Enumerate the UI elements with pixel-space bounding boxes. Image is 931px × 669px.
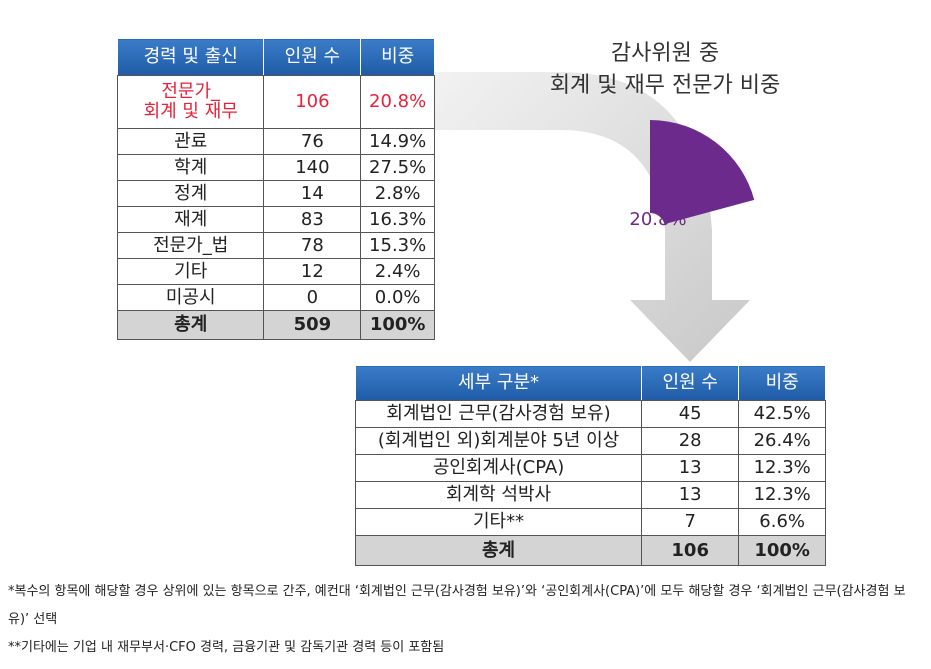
cell: 6.6% [738, 508, 826, 536]
cell: 회계학 석박사 [354, 481, 643, 509]
header-cell: 세부 구분* [354, 365, 643, 401]
header-cell: 경력 및 출신 [116, 38, 265, 76]
cell: (회계법인 외)회계분야 5년 이상 [354, 427, 643, 455]
row: 학계 140 27.5% [116, 154, 435, 181]
row: (회계법인 외)회계분야 5년 이상 28 26.4% [354, 427, 826, 455]
footnote: *복수의 항목에 해당할 경우 상위에 있는 항목으로 간주, 예컨대 ‘회계법… [8, 584, 906, 627]
subtitle: 회계 및 재무 전문가 비중 [549, 73, 781, 98]
total-cell: 100% [738, 535, 826, 566]
cell: 13 [641, 454, 740, 482]
cell: 45 [641, 400, 740, 428]
cell: 13 [641, 481, 740, 509]
row: 전문가_법 78 15.3% [116, 232, 435, 259]
cell: 학계 [116, 154, 265, 181]
cell: 정계 [116, 180, 265, 207]
cell: 140 [263, 154, 362, 181]
footnotes: *복수의 항목에 해당할 경우 상위에 있는 항목으로 간주, 예컨대 ‘회계법… [8, 578, 923, 662]
cell: 42.5% [738, 400, 826, 428]
row: 기타 12 2.4% [116, 258, 435, 285]
cell: 12 [263, 258, 362, 285]
row: 기타** 7 6.6% [354, 508, 826, 536]
cell: 14 [263, 180, 362, 207]
cell: 78 [263, 232, 362, 259]
cell: 기타** [354, 508, 643, 536]
row: 정계 14 2.8% [116, 180, 435, 207]
cell: 회계법인 근무(감사경험 보유) [354, 400, 643, 428]
cell: 28 [641, 427, 740, 455]
cell: 106 [263, 75, 362, 129]
cell: 12.3% [738, 454, 826, 482]
cell: 20.8% [360, 75, 435, 129]
total-cell: 총계 [354, 535, 643, 566]
header-cell: 비중 [738, 365, 826, 401]
total-cell: 509 [263, 310, 362, 340]
row: 공인회계사(CPA) 13 12.3% [354, 454, 826, 482]
row: 재계 83 16.3% [116, 206, 435, 233]
pie-slice [650, 120, 755, 225]
cell: 27.5% [360, 154, 435, 181]
cell: 15.3% [360, 232, 435, 259]
cell: 0.0% [360, 284, 435, 311]
header-row: 세부 구분* 인원 수 비중 [354, 365, 826, 401]
value-label: 20.8% [629, 209, 686, 230]
cell: 7 [641, 508, 740, 536]
cell: 전문가_ 회계 및 재무 [116, 75, 265, 129]
arrow [435, 72, 750, 362]
total-cell: 총계 [116, 310, 265, 340]
cell: 26.4% [738, 427, 826, 455]
header-cell: 인원 수 [641, 365, 740, 401]
row: 회계학 석박사 13 12.3% [354, 481, 826, 509]
total-row: 총계 106 100% [354, 535, 826, 566]
title: 감사위원 중 [610, 41, 720, 66]
total-cell: 100% [360, 310, 435, 340]
header-cell: 인원 수 [263, 38, 362, 76]
table: 세부 구분* 인원 수 비중 회계법인 근무(감사경험 보유) 45 42.5% (회계법인… [354, 365, 826, 566]
cell: 83 [263, 206, 362, 233]
row: 전문가_ 회계 및 재무 106 20.8% [116, 75, 435, 129]
cell: 12.3% [738, 481, 826, 509]
cell: 공인회계사(CPA) [354, 454, 643, 482]
cell: 미공시 [116, 284, 265, 311]
cell: 2.4% [360, 258, 435, 285]
cell: 전문가_법 [116, 232, 265, 259]
cell: 76 [263, 128, 362, 155]
row: 회계법인 근무(감사경험 보유) 45 42.5% [354, 400, 826, 428]
cell: 16.3% [360, 206, 435, 233]
cell: 14.9% [360, 128, 435, 155]
footnote: **기타에는 기업 내 재무부서·CFO 경력, 금융기관 및 감독기관 경력 … [8, 640, 445, 655]
table: 경력 및 출신 인원 수 비중 전문가_ 회계 및 재무 106 20.8% 관료 76 14.… [116, 38, 435, 340]
total-cell: 106 [641, 535, 740, 566]
cell: 0 [263, 284, 362, 311]
header-row: 경력 및 출신 인원 수 비중 [116, 38, 435, 76]
row: 관료 76 14.9% [116, 128, 435, 155]
header-cell: 비중 [360, 38, 435, 76]
row: 미공시 0 0.0% [116, 284, 435, 311]
cell: 관료 [116, 128, 265, 155]
cell: 기타 [116, 258, 265, 285]
cell: 2.8% [360, 180, 435, 207]
total-row: 총계 509 100% [116, 310, 435, 340]
cell: 재계 [116, 206, 265, 233]
